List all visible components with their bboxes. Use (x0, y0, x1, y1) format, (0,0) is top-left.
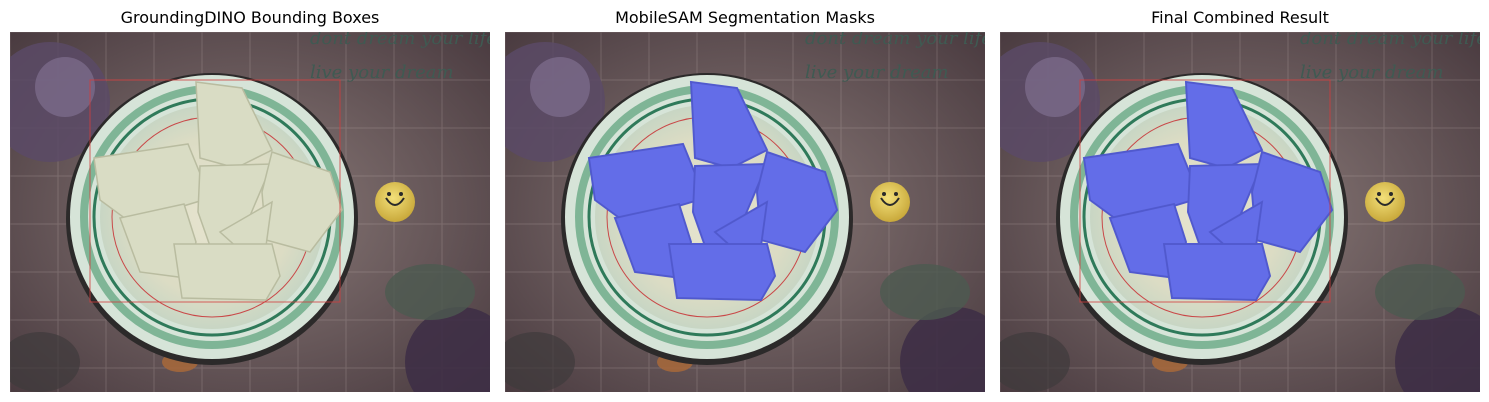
photo-combined-result: dont dream your life live your dream (1000, 32, 1480, 392)
dark-flower (405, 307, 490, 392)
green-leaves (880, 264, 970, 320)
food-piece (261, 151, 343, 253)
panel-combined-result: Final Combined Result dont dream your li… (1000, 0, 1480, 402)
panel-title: GroundingDINO Bounding Boxes (120, 8, 380, 27)
mask-region (689, 80, 769, 170)
wall-text-line1: dont dream your life (310, 32, 490, 49)
green-leaves (385, 264, 475, 320)
smiley-eye (894, 192, 898, 196)
smiley-mouth (1375, 197, 1395, 206)
wall-text-line1: dont dream your life (1300, 32, 1480, 49)
smiley-eye (1389, 192, 1393, 196)
smiley-eye (399, 192, 403, 196)
segmentation-mask (587, 80, 839, 302)
dark-leaves (505, 332, 575, 392)
mask-region (1162, 243, 1272, 302)
wall-text-line2: live your dream (1300, 62, 1444, 83)
wall-text-line1: dont dream your life (805, 32, 985, 49)
dark-leaves (1000, 332, 1070, 392)
smiley-mouth (880, 197, 900, 206)
smiley-eye (1377, 192, 1381, 196)
wall-text-line2: live your dream (805, 62, 949, 83)
food-pieces (93, 81, 343, 301)
photo-bounding-boxes: dont dream your life live your dream (10, 32, 490, 392)
smiley-sticker (1365, 182, 1405, 222)
dark-flower (900, 307, 985, 392)
dark-flower (1395, 307, 1480, 392)
mask-region (755, 150, 839, 254)
dark-leaves (10, 332, 80, 392)
green-leaves (1375, 264, 1465, 320)
smiley-eye (882, 192, 886, 196)
smiley-sticker (870, 182, 910, 222)
panel-segmentation-masks: MobileSAM Segmentation Masks dont dream … (505, 0, 985, 402)
mask-region (667, 243, 777, 302)
food-piece (173, 243, 281, 301)
bounding-box (1079, 79, 1331, 303)
bounding-box (89, 79, 341, 303)
photo-segmentation-masks: dont dream your life live your dream (505, 32, 985, 392)
smiley-sticker (375, 182, 415, 222)
mask-region (1184, 80, 1264, 170)
purple-flower-center (1025, 57, 1085, 117)
panel-title: Final Combined Result (1151, 8, 1329, 27)
wall-text-line2: live your dream (310, 62, 454, 83)
mask-region (1250, 150, 1334, 254)
purple-flower-center (530, 57, 590, 117)
smiley-mouth (385, 197, 405, 206)
segmentation-mask (1082, 80, 1334, 302)
food-piece (195, 81, 273, 169)
panel-bounding-boxes: GroundingDINO Bounding Boxes dont dream … (10, 0, 490, 402)
panel-title: MobileSAM Segmentation Masks (615, 8, 875, 27)
smiley-eye (387, 192, 391, 196)
purple-flower-center (35, 57, 95, 117)
